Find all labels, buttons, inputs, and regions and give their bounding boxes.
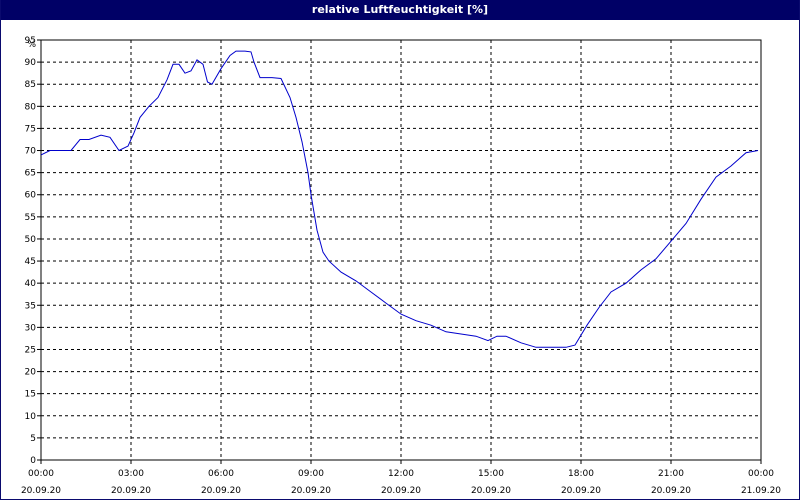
y-tick-label: 20 — [25, 368, 37, 378]
y-tick-label: 75 — [25, 124, 36, 134]
y-tick-label: 30 — [25, 323, 37, 333]
y-tick-label: 70 — [25, 147, 37, 157]
y-tick-label: 55 — [25, 213, 36, 223]
x-tick-time-label: 00:00 — [748, 469, 774, 479]
y-tick-label: 40 — [25, 279, 37, 289]
x-tick-date-label: 20.09.20 — [21, 486, 61, 496]
y-tick-label: 10 — [25, 412, 37, 422]
y-tick-label: 85 — [25, 80, 36, 90]
y-tick-label: 25 — [25, 345, 36, 355]
x-tick-date-label: 20.09.20 — [111, 486, 151, 496]
grid — [41, 39, 761, 460]
y-tick-label: 5 — [30, 434, 36, 444]
y-tick-label: 80 — [25, 102, 37, 112]
humidity-series-line — [40, 50, 759, 348]
y-axis-unit-label: % — [27, 40, 36, 50]
x-tick-time-label: 09:00 — [298, 469, 324, 479]
x-tick-date-label: 20.09.20 — [201, 486, 241, 496]
x-tick-date-label: 20.09.20 — [471, 486, 511, 496]
y-tick-label: 65 — [25, 169, 36, 179]
x-tick-date-label: 20.09.20 — [291, 486, 331, 496]
y-tick-label: 15 — [25, 390, 36, 400]
x-tick-date-label: 21.09.20 — [741, 486, 781, 496]
x-tick-time-label: 00:00 — [28, 469, 54, 479]
x-tick-time-label: 03:00 — [118, 469, 144, 479]
x-tick-time-label: 21:00 — [658, 469, 684, 479]
x-tick-date-label: 20.09.20 — [651, 486, 691, 496]
chart-title: relative Luftfeuchtigkeit [%] — [1, 0, 799, 20]
x-tick-time-label: 15:00 — [478, 469, 504, 479]
y-axis: 0 5 10 15 20 25 30 35 40 45 50 55 60 65 70 75 80 85 90 95 — [25, 36, 41, 466]
x-axis: 00:00 20.09.20 03:00 20.09.20 06:00 20.09.20 0… — [21, 460, 781, 496]
x-tick-date-label: 20.09.20 — [561, 486, 601, 496]
y-tick-label: 50 — [25, 235, 37, 245]
x-tick-time-label: 12:00 — [388, 469, 414, 479]
y-tick-label: 95 — [25, 36, 36, 46]
y-tick-label: 0 — [30, 456, 36, 466]
x-tick-time-label: 06:00 — [208, 469, 234, 479]
y-tick-label: 35 — [25, 301, 36, 311]
y-tick-label: 60 — [25, 191, 37, 201]
y-tick-label: 90 — [25, 58, 37, 68]
y-tick-label: 45 — [25, 257, 36, 267]
x-tick-time-label: 18:00 — [568, 469, 594, 479]
x-tick-date-label: 20.09.20 — [381, 486, 421, 496]
